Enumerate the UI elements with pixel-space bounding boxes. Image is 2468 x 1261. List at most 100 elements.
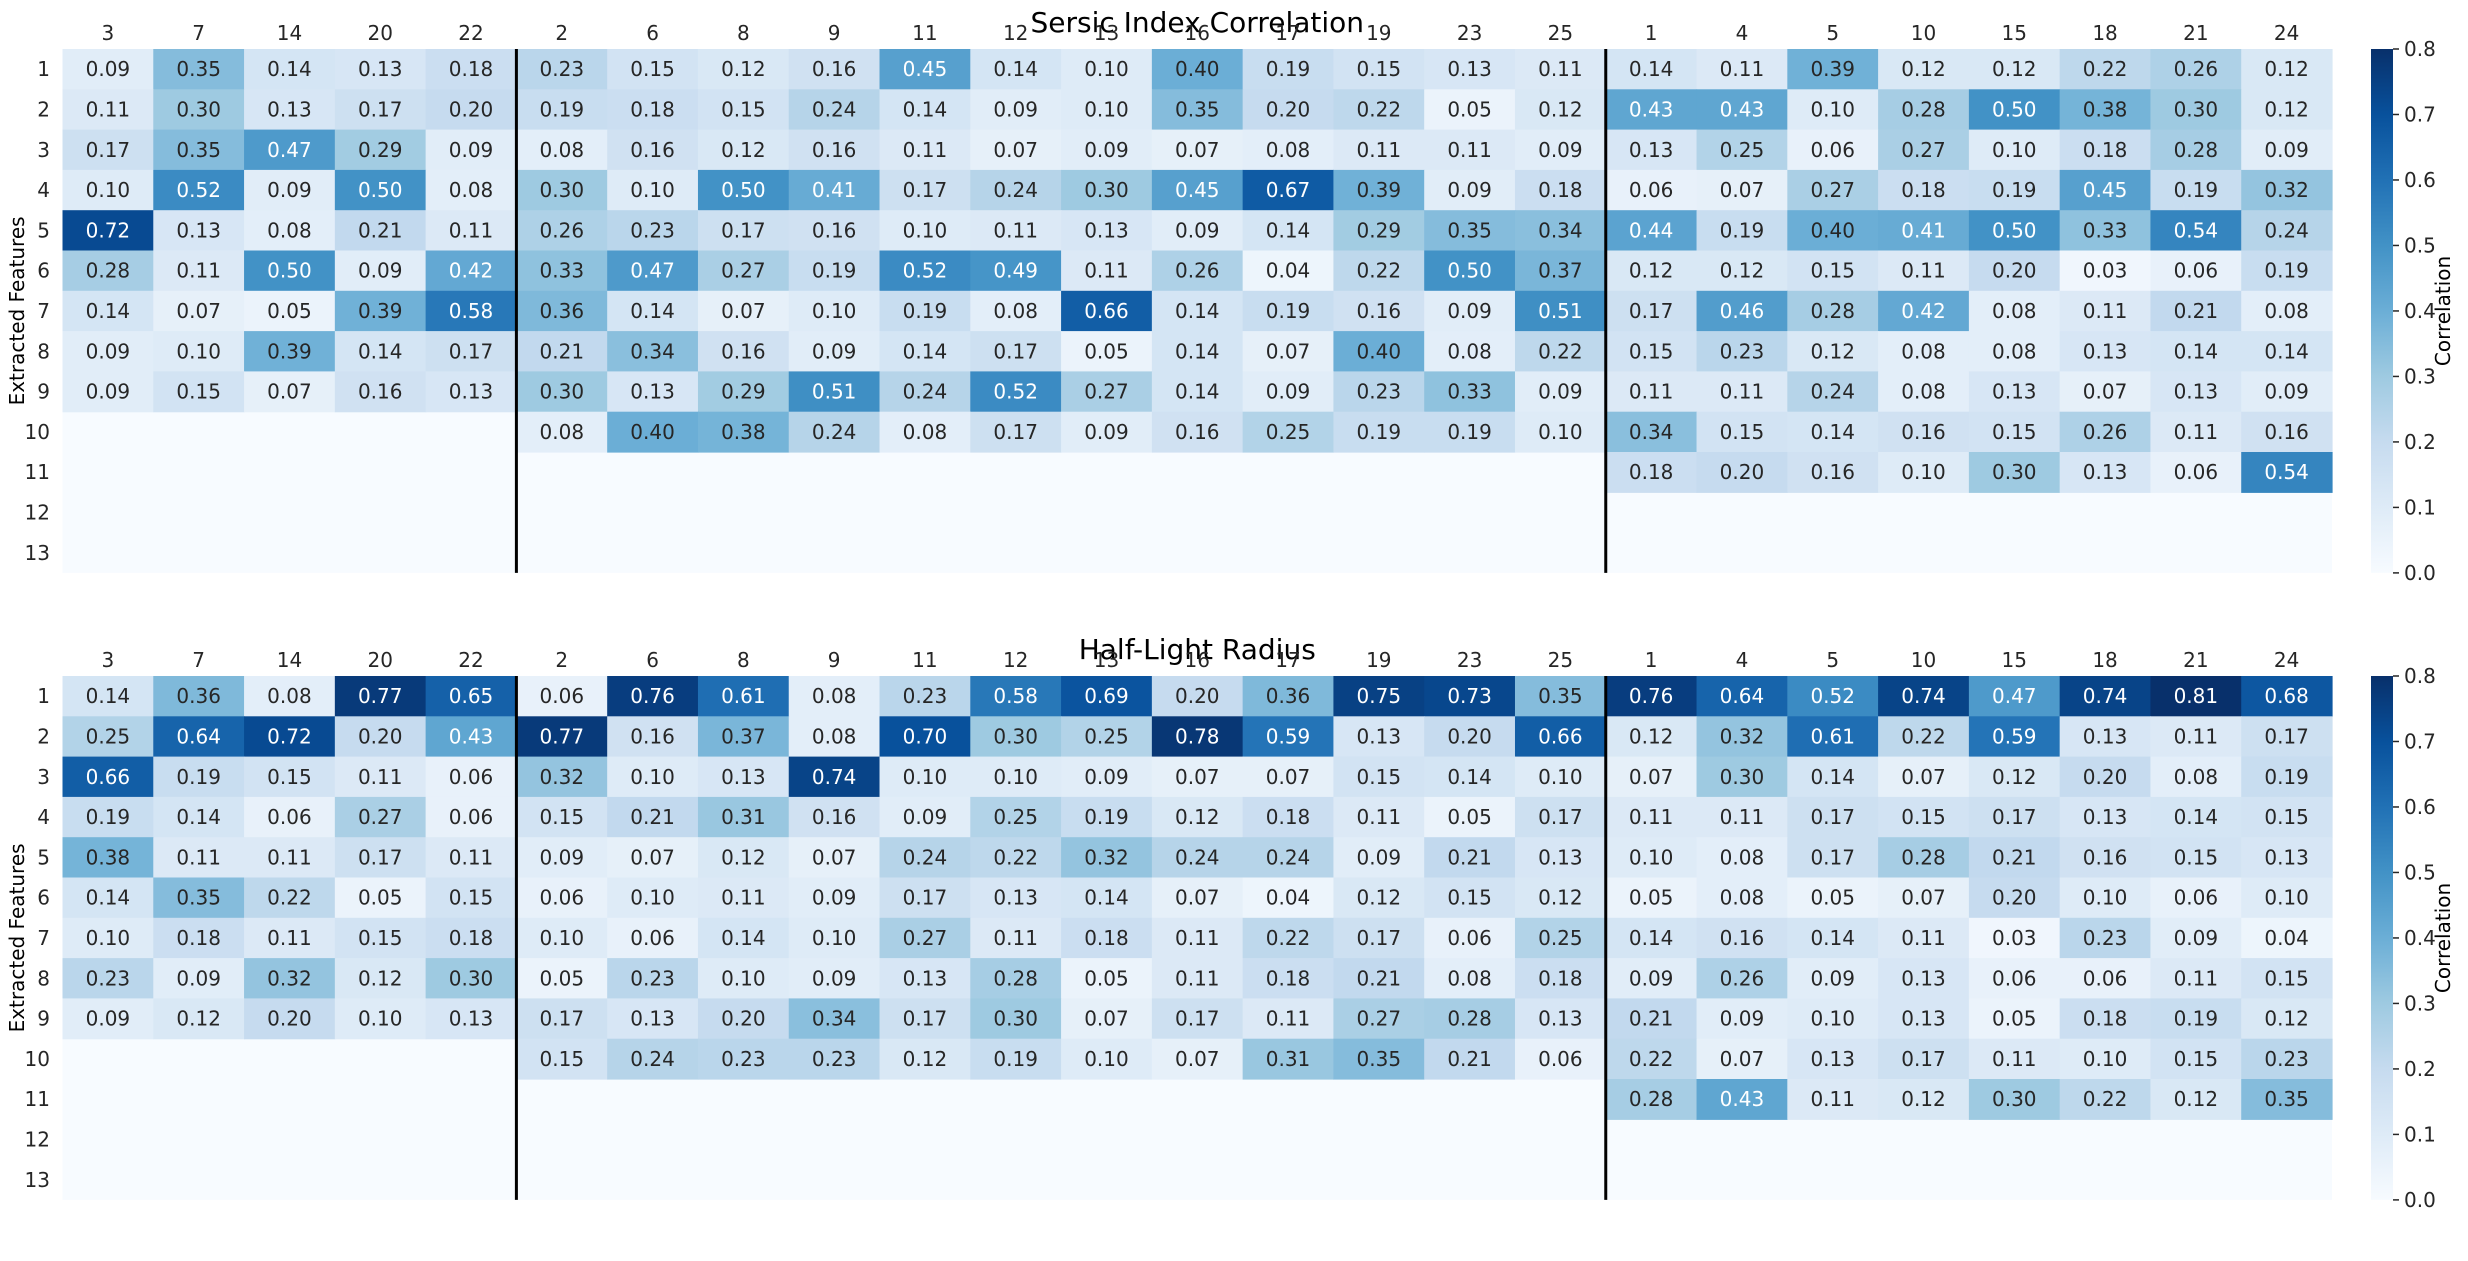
cell-value-label: 0.19 xyxy=(1266,57,1311,81)
cell-value-label: 0.15 xyxy=(176,380,221,404)
heatmap-cell xyxy=(1605,89,1698,131)
cell-value-label: 0.08 xyxy=(903,420,948,444)
cell-value-label: 0.28 xyxy=(86,259,131,283)
heatmap-cell xyxy=(2150,1038,2242,1080)
cell-value-label: 0.68 xyxy=(2264,684,2309,708)
heatmap-cell xyxy=(2059,837,2152,879)
heatmap-cell xyxy=(516,169,608,211)
cell-value-label: 0.17 xyxy=(1175,1007,1220,1031)
column-tick-label: 15 xyxy=(2002,648,2027,672)
cell-value-label: 0.06 xyxy=(2083,966,2128,990)
cell-value-label: 0.18 xyxy=(630,97,675,121)
cell-value-label: 0.14 xyxy=(1175,299,1220,323)
heatmap-cell xyxy=(697,210,790,252)
column-tick-label: 9 xyxy=(828,648,841,672)
cell-value-label: 0.21 xyxy=(2174,299,2219,323)
heatmap-cell xyxy=(1878,676,1970,717)
heatmap-cell xyxy=(2150,877,2242,919)
heatmap-cell xyxy=(1968,210,2061,252)
heatmap-cell xyxy=(788,958,881,999)
heatmap-cell xyxy=(2059,756,2152,798)
cell-value-label: 0.22 xyxy=(1629,1047,1674,1071)
heatmap-cell xyxy=(62,958,154,999)
heatmap-cell xyxy=(1968,331,2061,372)
heatmap-cell xyxy=(1151,676,1244,717)
column-tick-label: 19 xyxy=(1366,21,1391,45)
cell-value-label: 0.17 xyxy=(540,1007,585,1031)
heatmap-cell xyxy=(1787,250,1879,292)
heatmap-cell xyxy=(970,169,1062,211)
heatmap-cell xyxy=(1333,1038,1425,1080)
cell-value-label: 0.28 xyxy=(1629,1087,1674,1111)
heatmap-cell xyxy=(244,877,336,919)
cell-value-label: 0.18 xyxy=(1266,805,1311,829)
heatmap-cell xyxy=(697,676,790,717)
heatmap-cell xyxy=(1968,411,2061,453)
heatmap-cell xyxy=(1605,837,1698,879)
column-tick-label: 9 xyxy=(828,21,841,45)
heatmap-cell xyxy=(697,49,790,90)
column-tick-label: 18 xyxy=(2092,648,2117,672)
heatmap-cell xyxy=(425,210,517,252)
heatmap-cell xyxy=(1878,49,1970,90)
heatmap-cell xyxy=(1696,676,1788,717)
heatmap-cell xyxy=(1968,796,2061,838)
cell-value-label: 0.23 xyxy=(721,1047,766,1071)
cell-value-label: 0.23 xyxy=(630,218,675,242)
colorbar-tick-label: 0.8 xyxy=(2404,664,2436,688)
cell-value-label: 0.11 xyxy=(721,886,766,910)
cell-value-label: 0.09 xyxy=(2174,926,2219,950)
heatmap-cell xyxy=(1061,169,1153,211)
cell-value-label: 0.06 xyxy=(267,805,312,829)
cell-value-label: 0.35 xyxy=(2264,1087,2309,1111)
heatmap-cell xyxy=(1242,371,1335,413)
cell-value-label: 0.33 xyxy=(540,259,585,283)
heatmap-cell xyxy=(1696,1079,1788,1120)
heatmap-cell xyxy=(1061,210,1153,252)
heatmap-cell xyxy=(1242,169,1335,211)
cell-value-label: 0.15 xyxy=(2264,966,2309,990)
heatmap-cell xyxy=(879,210,971,252)
heatmap-cell xyxy=(2150,169,2242,211)
heatmap-cell xyxy=(879,716,971,758)
cell-value-label: 0.11 xyxy=(1720,57,1765,81)
heatmap-cell xyxy=(1878,958,1970,999)
cell-value-label: 0.26 xyxy=(2174,57,2219,81)
heatmap-cell xyxy=(697,371,790,413)
column-tick-label: 14 xyxy=(277,648,302,672)
cell-value-label: 0.27 xyxy=(1901,138,1946,162)
column-tick-label: 2 xyxy=(555,648,568,672)
cell-value-label: 0.13 xyxy=(721,765,766,789)
heatmap-cell xyxy=(1787,331,1879,372)
cell-value-label: 0.64 xyxy=(176,724,221,748)
cell-value-label: 0.17 xyxy=(86,138,131,162)
cell-value-label: 0.08 xyxy=(2264,299,2309,323)
heatmap-cell xyxy=(2241,49,2333,90)
cell-value-label: 0.50 xyxy=(267,259,312,283)
cell-value-label: 0.14 xyxy=(1084,886,1129,910)
heatmap-cell xyxy=(2241,877,2333,919)
cell-value-label: 0.07 xyxy=(1175,765,1220,789)
cell-value-label: 0.61 xyxy=(721,684,766,708)
cell-value-label: 0.08 xyxy=(1901,339,1946,363)
heatmap-cell xyxy=(970,796,1062,838)
cell-value-label: 0.13 xyxy=(358,57,403,81)
cell-value-label: 0.04 xyxy=(1266,259,1311,283)
heatmap-cell xyxy=(879,756,971,798)
cell-value-label: 0.30 xyxy=(2174,97,2219,121)
cell-value-label: 0.15 xyxy=(2264,805,2309,829)
cell-value-label: 0.11 xyxy=(1720,805,1765,829)
cell-value-label: 0.20 xyxy=(1175,684,1220,708)
cell-value-label: 0.10 xyxy=(86,178,131,202)
heatmap-cell xyxy=(1333,958,1425,999)
colorbar-tick-label: 0.7 xyxy=(2404,102,2436,126)
heatmap-cell xyxy=(1061,331,1153,372)
heatmap-cell xyxy=(879,1038,971,1080)
heatmap-cell xyxy=(788,250,881,292)
heatmap-cell xyxy=(62,49,154,90)
cell-value-label: 0.09 xyxy=(812,339,857,363)
cell-value-label: 0.08 xyxy=(1992,299,2037,323)
cell-value-label: 0.13 xyxy=(2083,460,2128,484)
heatmap-cell xyxy=(516,129,608,171)
cell-value-label: 0.17 xyxy=(1357,926,1402,950)
